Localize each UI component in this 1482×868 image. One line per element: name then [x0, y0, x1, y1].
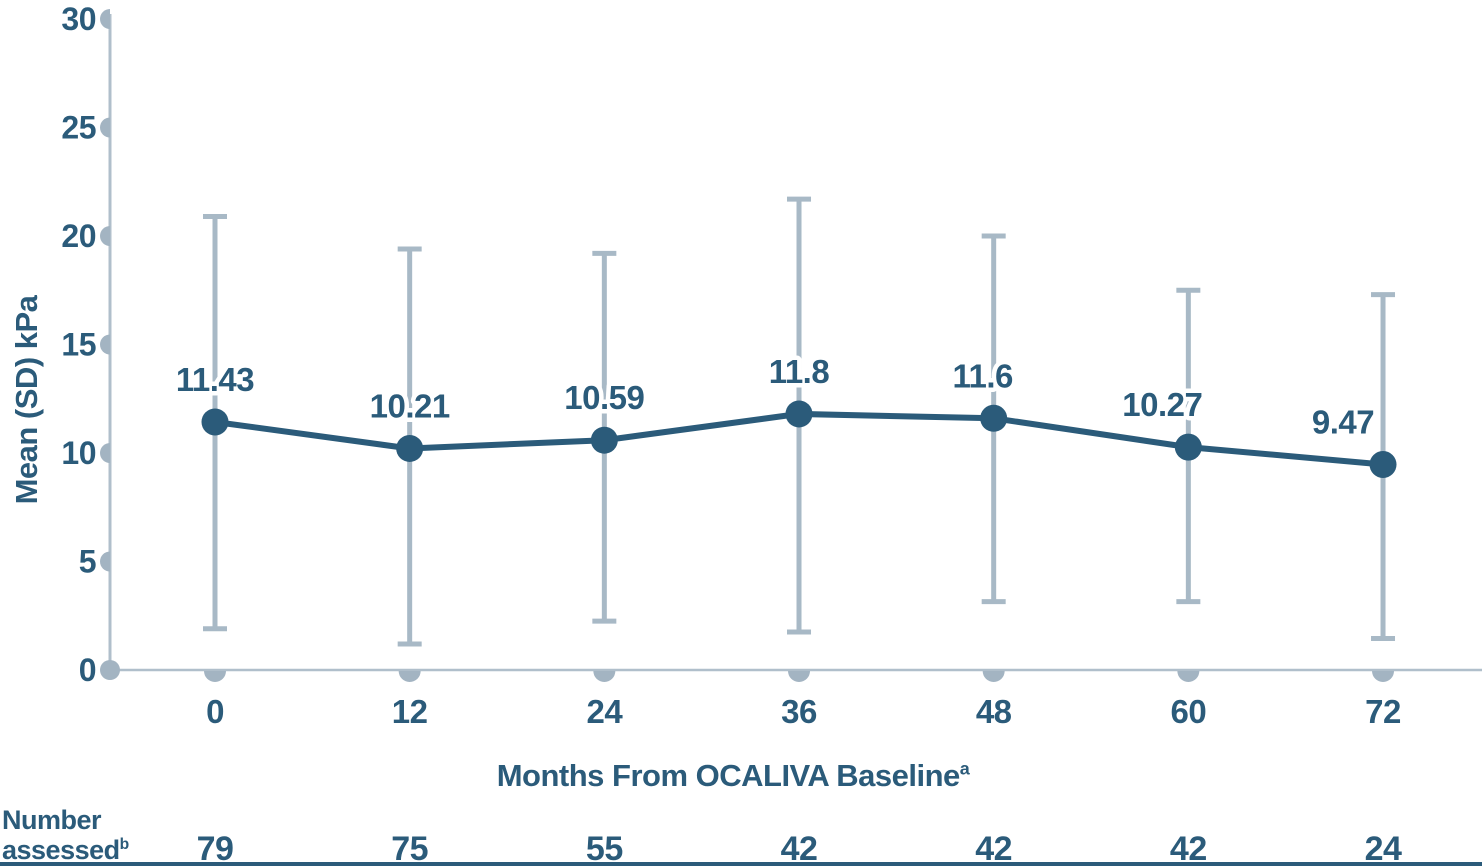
y-axis-tick	[100, 117, 110, 138]
number-assessed-value: 75	[391, 830, 428, 868]
y-axis-tick	[100, 226, 110, 246]
x-axis-tick-label: 12	[392, 693, 428, 730]
x-axis-tick-label: 24	[586, 693, 623, 730]
data-point	[590, 426, 618, 454]
x-axis-tick	[398, 671, 421, 682]
x-axis-tick-label: 0	[206, 693, 224, 730]
data-point-label: 9.47	[1312, 404, 1374, 441]
y-axis-tick	[100, 551, 110, 572]
data-point-label: 11.8	[769, 353, 830, 390]
y-axis-tick-label: 5	[79, 544, 96, 580]
number-assessed-value: 79	[197, 830, 234, 868]
data-point-label: 11.43	[176, 361, 254, 398]
x-axis-tick-label: 48	[976, 693, 1012, 730]
y-axis-tick-label: 30	[61, 1, 96, 37]
x-axis-tick-label: 72	[1365, 693, 1401, 730]
data-point	[201, 408, 229, 436]
number-assessed-label: Number assessedb	[2, 805, 142, 865]
data-point	[396, 434, 424, 462]
x-axis-tick-label: 60	[1170, 693, 1206, 730]
x-axis-title-text: Months From OCALIVA Baseline	[496, 758, 961, 793]
data-point-label: 11.6	[952, 357, 1013, 394]
y-axis-tick-origin	[100, 660, 120, 680]
y-axis-tick-label: 20	[61, 218, 96, 254]
number-assessed-value: 42	[975, 830, 1012, 868]
number-assessed-value: 55	[586, 830, 623, 868]
x-axis-tick	[788, 671, 811, 682]
x-axis-tick	[1177, 671, 1200, 682]
number-assessed-footnote-marker: b	[119, 835, 130, 853]
data-point-label: 10.21	[370, 387, 450, 424]
x-axis-title-footnote-marker: a	[959, 758, 970, 779]
y-axis-tick	[100, 334, 110, 355]
x-axis-tick-label: 36	[781, 693, 817, 730]
number-assessed-value: 42	[1170, 830, 1207, 868]
x-axis-tick	[982, 671, 1005, 682]
number-assessed-value: 24	[1365, 830, 1402, 868]
data-point	[785, 400, 813, 428]
y-axis-title: Mean (SD) kPa	[9, 296, 45, 505]
y-axis-tick-label: 0	[79, 652, 96, 688]
y-axis-tick	[100, 9, 110, 29]
x-axis-tick	[1372, 671, 1395, 682]
x-axis-title: Months From OCALIVA Baselinea	[497, 758, 970, 794]
data-point	[980, 404, 1008, 432]
y-axis-tick-label: 10	[61, 435, 96, 471]
data-point	[1369, 451, 1397, 479]
data-point-label: 10.59	[564, 379, 644, 416]
y-axis-title-text: Mean (SD) kPa	[9, 295, 44, 505]
y-axis-tick-label: 15	[61, 327, 96, 363]
data-point-label: 10.27	[1122, 386, 1202, 423]
data-point	[1174, 433, 1202, 461]
number-assessed-value: 42	[781, 830, 818, 868]
x-axis-tick	[593, 671, 616, 682]
x-axis-tick	[204, 671, 226, 682]
y-axis-tick	[100, 443, 110, 463]
number-assessed-label-text: Number assessed	[2, 805, 120, 865]
y-axis-tick-label: 25	[61, 110, 96, 146]
